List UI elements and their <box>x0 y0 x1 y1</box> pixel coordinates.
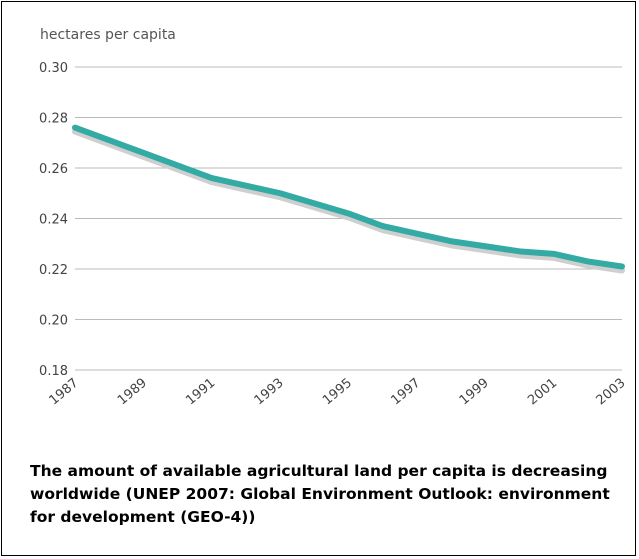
y-tick-label: 0.22 <box>39 263 68 278</box>
y-tick-label: 0.26 <box>39 162 68 177</box>
figure-caption: The amount of available agricultural lan… <box>30 462 610 526</box>
series-line-shadow <box>72 128 625 274</box>
x-tick-label: 1999 <box>457 376 492 409</box>
x-tick-label: 1991 <box>183 376 218 409</box>
x-tick-label: 1995 <box>320 376 355 409</box>
y-tick-label: 0.28 <box>39 112 68 127</box>
x-tick-label: 2001 <box>525 376 560 409</box>
y-axis-label: hectares per capita <box>40 27 176 43</box>
line-chart: 0.18 0.20 0.22 0.24 0.26 0.28 0.30 1987 1989 1991… <box>39 61 629 409</box>
x-tick-label: 1987 <box>47 376 82 409</box>
x-tick-label: 1993 <box>252 376 287 409</box>
series-line <box>72 124 625 270</box>
x-tick-label: 2003 <box>594 376 629 409</box>
x-tick-label: 1997 <box>388 376 423 409</box>
x-tick-label: 1989 <box>115 376 150 409</box>
y-tick-label: 0.18 <box>39 364 68 379</box>
y-tick-label: 0.24 <box>39 213 68 228</box>
y-tick-label: 0.30 <box>39 61 68 76</box>
y-tick-label: 0.20 <box>39 314 68 329</box>
